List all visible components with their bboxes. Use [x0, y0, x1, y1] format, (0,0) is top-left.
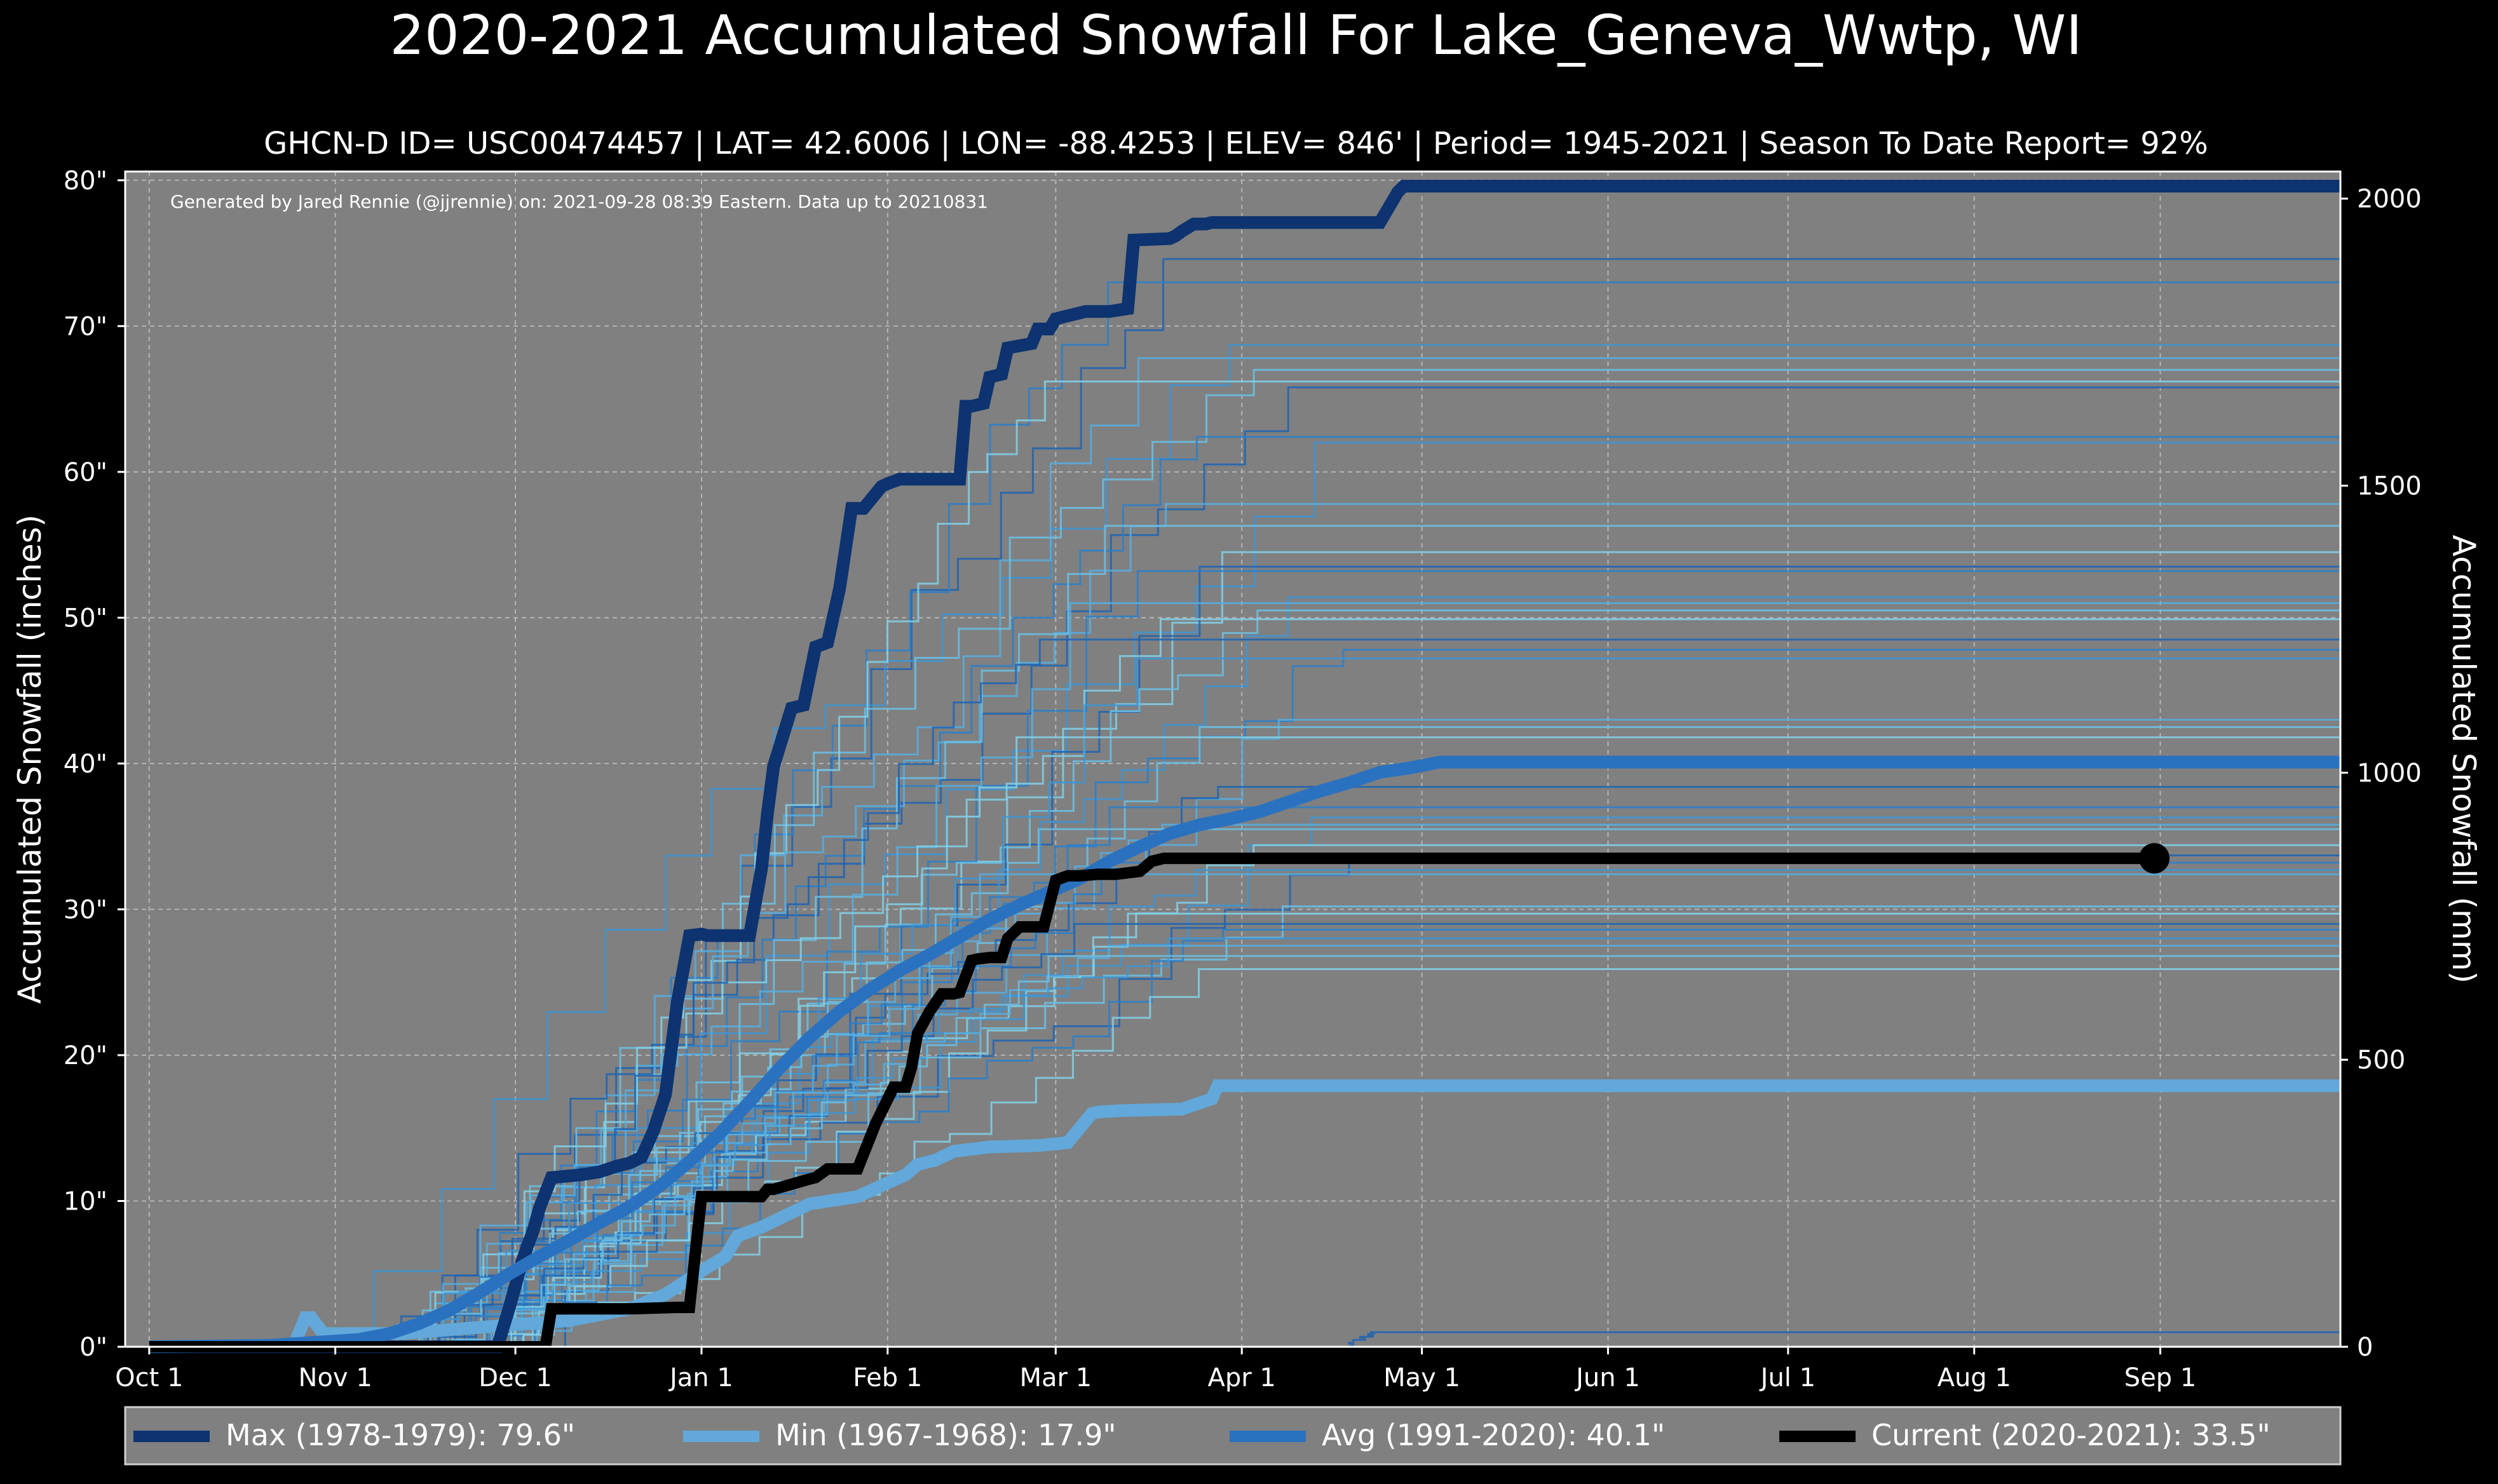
historical-season-line	[149, 602, 2340, 1348]
x-tick-label: Jul 1	[1759, 1363, 1816, 1393]
historical-season-line	[149, 786, 2340, 1348]
x-tick-label: Mar 1	[1019, 1363, 1092, 1393]
y-tick-label: 30"	[64, 895, 107, 924]
legend-label: Avg (1991-2020): 40.1"	[1322, 1418, 1665, 1452]
y-right-tick-label: 1000	[2357, 759, 2422, 788]
x-tick-label: Jun 1	[1574, 1363, 1640, 1393]
historical-season-line	[149, 1331, 2340, 1348]
y-tick-label: 20"	[64, 1041, 107, 1070]
x-tick-label: Apr 1	[1207, 1363, 1275, 1393]
x-axis: Oct 1 Nov 1 Dec 1 Jan 1 Feb 1 Mar 1 Apr 1 May 1…	[115, 1347, 2196, 1393]
historical-season-line	[149, 596, 2340, 1348]
x-tick-label: Feb 1	[853, 1363, 922, 1393]
y-right-tick-label: 500	[2357, 1046, 2405, 1075]
x-tick-label: Nov 1	[299, 1363, 372, 1393]
y-axis-left: 0" 10" 20" 30" 40" 50" 60" 70" 80"	[64, 166, 125, 1362]
series-line-avg	[149, 755, 2340, 1353]
y-tick-label: 80"	[64, 166, 107, 196]
highlight-series-lines	[149, 180, 2340, 1353]
y-tick-label: 60"	[64, 458, 107, 487]
historical-season-line	[149, 344, 2340, 1348]
legend-label: Max (1978-1979): 79.6"	[226, 1418, 575, 1452]
y-tick-label: 10"	[64, 1187, 107, 1216]
x-tick-label: Oct 1	[115, 1363, 183, 1393]
legend-label: Current (2020-2021): 33.5"	[1871, 1418, 2271, 1452]
series-line-current	[149, 853, 2155, 1352]
historical-season-line	[149, 955, 2340, 1348]
y-tick-label: 70"	[64, 312, 107, 341]
chart-title: 2020-2021 Accumulated Snowfall For Lake_…	[390, 4, 2082, 67]
y-axis-label-right: Accumulated Snowfall (mm)	[2445, 535, 2482, 983]
x-tick-label: Jan 1	[668, 1363, 733, 1393]
legend-label: Min (1967-1968): 17.9"	[775, 1418, 1117, 1452]
x-tick-label: Aug 1	[1938, 1363, 2011, 1393]
y-right-tick-label: 0	[2357, 1333, 2373, 1362]
y-tick-label: 50"	[64, 604, 107, 633]
historical-season-line	[149, 823, 2340, 1348]
x-tick-label: May 1	[1383, 1363, 1460, 1393]
y-right-tick-label: 1500	[2357, 471, 2422, 501]
historical-season-line	[149, 736, 2340, 1348]
y-tick-label: 40"	[64, 750, 107, 779]
generated-by-annotation: Generated by Jared Rennie (@jjrennie) on…	[170, 191, 988, 212]
historical-season-line	[149, 618, 2340, 1348]
y-axis-right: 0 500 1000 1500 2000	[2340, 185, 2422, 1362]
series-line-max	[149, 180, 2340, 1353]
x-tick-label: Dec 1	[479, 1363, 552, 1393]
plot-frame	[124, 170, 2342, 1348]
y-right-tick-label: 2000	[2357, 185, 2422, 214]
x-tick-label: Sep 1	[2124, 1363, 2197, 1393]
historical-season-line	[149, 503, 2340, 1348]
current-end-marker	[2139, 843, 2170, 874]
y-tick-label: 0"	[79, 1333, 107, 1362]
chart-subtitle: GHCN-D ID= USC00474457 | LAT= 42.6006 | …	[264, 126, 2208, 161]
historical-season-line	[149, 609, 2340, 1348]
y-axis-label-left: Accumulated Snowfall (inches)	[11, 515, 48, 1004]
historical-season-line	[149, 873, 2340, 1348]
legend: Max (1978-1979): 79.6" Min (1967-1968): 1…	[124, 1406, 2342, 1466]
